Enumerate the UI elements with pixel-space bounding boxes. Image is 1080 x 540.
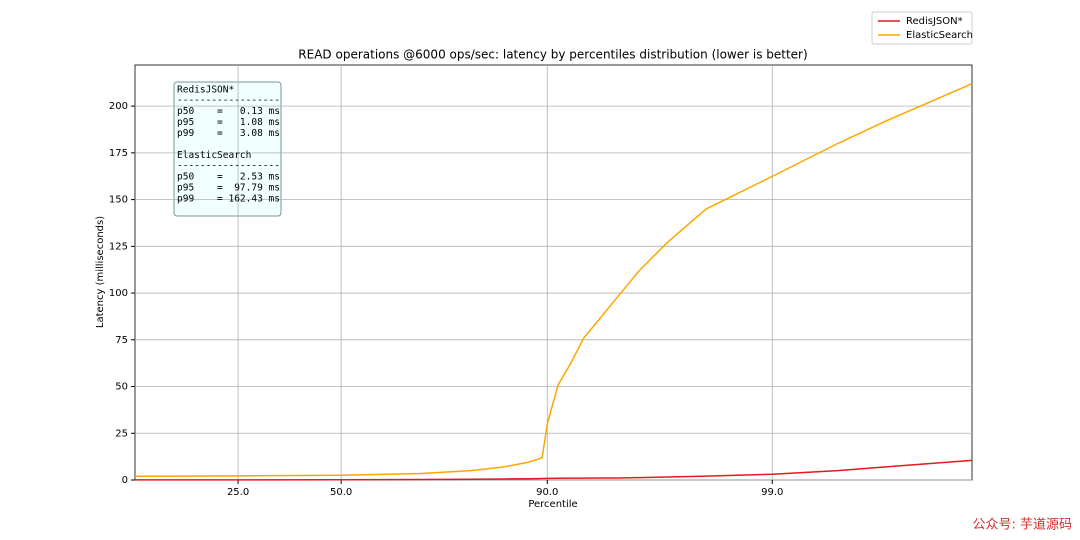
x-tick-label: 99.0 xyxy=(761,487,783,498)
y-tick-label: 0 xyxy=(122,475,128,486)
stats-text: p95 = 97.79 ms xyxy=(177,183,280,194)
y-axis-label: Latency (milliseconds) xyxy=(95,216,106,328)
legend-box xyxy=(871,11,973,45)
series-line xyxy=(134,83,973,478)
y-tick-label: 125 xyxy=(109,241,128,252)
legend-label: ElasticSearch xyxy=(906,30,973,41)
series-line xyxy=(134,459,973,481)
y-tick-label: 75 xyxy=(115,335,128,346)
y-tick-label: 100 xyxy=(109,288,128,299)
y-tick-label: 150 xyxy=(109,195,128,206)
stats-text: p99 = 3.08 ms xyxy=(177,128,280,139)
legend-label: RedisJSON* xyxy=(906,16,963,27)
stats-text: RedisJSON* xyxy=(177,85,234,96)
chart-title: READ operations @6000 ops/sec: latency b… xyxy=(298,48,807,62)
stats-text: ElasticSearch xyxy=(177,150,251,161)
stats-box xyxy=(173,81,282,217)
y-tick-label: 50 xyxy=(115,382,128,393)
stats-text: ------------------ xyxy=(177,161,280,172)
stats-text: p50 = 0.13 ms xyxy=(177,106,280,117)
watermark: 公众号: 芋道源码 xyxy=(972,518,1072,533)
y-tick-label: 175 xyxy=(109,148,128,159)
stats-text: p50 = 2.53 ms xyxy=(177,172,280,183)
y-tick-label: 25 xyxy=(115,428,128,439)
x-axis-label: Percentile xyxy=(528,499,577,510)
x-tick-label: 90.0 xyxy=(536,487,558,498)
stats-text: p99 = 162.43 ms xyxy=(177,194,280,205)
y-tick-label: 200 xyxy=(109,101,128,112)
x-tick-label: 25.0 xyxy=(227,487,249,498)
stats-text: p95 = 1.08 ms xyxy=(177,117,280,128)
stats-text: ------------------ xyxy=(177,95,280,106)
x-tick-label: 50.0 xyxy=(330,487,352,498)
